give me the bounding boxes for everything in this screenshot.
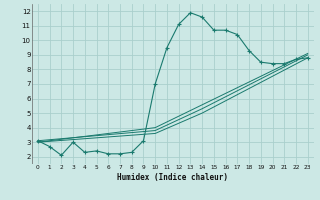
X-axis label: Humidex (Indice chaleur): Humidex (Indice chaleur) <box>117 173 228 182</box>
